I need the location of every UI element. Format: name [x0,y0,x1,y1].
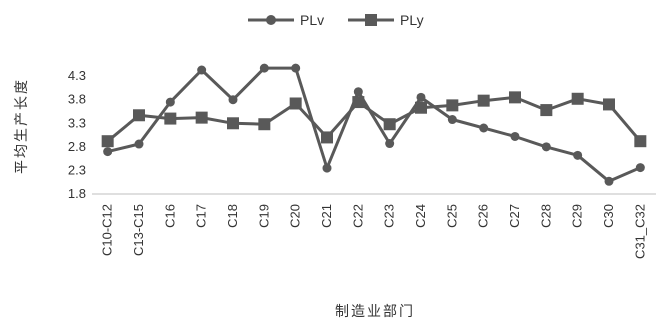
data-point-ply [164,112,177,125]
data-point-plv [604,176,614,186]
data-point-ply [258,118,271,131]
x-tick-label: C21 [319,204,334,228]
data-point-ply [509,91,521,104]
x-tick-label: C22 [350,204,365,228]
series-plv [103,63,645,186]
y-tick-label: 2.8 [68,139,86,154]
data-point-ply [352,96,365,109]
x-tick-label: C29 [570,204,585,228]
x-tick-label: C28 [538,204,553,228]
data-point-ply [477,94,490,107]
x-tick-label: C31_C32 [632,204,647,259]
y-axis-ticks: 1.8 2.3 2.8 3.3 3.8 4.3 [68,68,86,201]
y-axis-title: 平均生产长度 [14,78,30,174]
legend: PLv PLy [248,12,424,28]
x-tick-label: C23 [382,204,397,228]
legend-marker-ply [365,14,377,26]
x-tick-label: C25 [444,204,459,228]
x-tick-label: C24 [413,204,428,228]
data-point-ply [540,104,553,117]
y-tick-label: 4.3 [68,68,86,83]
data-point-plv [385,139,395,149]
data-point-plv [541,142,551,152]
data-point-ply [415,101,427,114]
data-point-plv [635,163,645,173]
data-point-ply [195,111,208,124]
data-point-plv [291,63,301,73]
data-point-plv [479,123,489,133]
y-tick-label: 3.8 [68,92,86,107]
y-tick-label: 3.3 [68,115,86,130]
legend-marker-plv [266,15,276,25]
data-point-plv [228,95,238,105]
series-layer [101,63,647,186]
x-tick-label: C27 [507,204,522,228]
series-ply [101,91,647,148]
data-point-plv [510,131,520,141]
data-point-plv [416,92,426,102]
data-point-ply [101,135,114,148]
data-point-plv [165,97,175,107]
x-tick-label: C26 [476,204,491,228]
data-point-ply [603,98,615,111]
y-tick-label: 2.3 [68,162,86,177]
data-point-ply [446,99,459,112]
x-tick-label: C10-C12 [100,204,115,256]
x-tick-label: C20 [288,204,303,228]
legend-label-plv: PLv [300,12,324,28]
data-point-plv [353,87,363,97]
x-tick-label: C19 [256,204,271,228]
x-axis-title: 制造业部门 [335,304,415,320]
data-point-ply [383,118,396,131]
data-point-plv [322,163,332,173]
series-line-plv [107,66,641,183]
x-tick-label: C17 [194,204,209,228]
data-point-ply [634,135,647,148]
legend-label-ply: PLy [400,12,424,28]
data-point-plv [197,65,207,75]
x-tick-label: C30 [601,204,616,228]
data-point-ply [571,92,584,105]
y-tick-label: 1.8 [68,186,86,201]
data-point-plv [259,63,269,73]
data-point-plv [134,139,144,149]
x-tick-label: C16 [162,204,177,228]
data-point-ply [133,109,145,122]
data-point-plv [103,147,113,157]
data-point-ply [227,117,239,130]
x-axis-ticks: C10-C12 C13-C15 C16 C17 C18 C19 C20 C21 C22 C23 C2… [100,204,648,259]
data-point-ply [289,97,302,110]
data-point-plv [447,115,457,125]
data-point-ply [321,131,333,144]
x-tick-label: C18 [225,204,240,228]
x-tick-label: C13-C15 [131,204,146,256]
data-point-plv [573,150,583,160]
